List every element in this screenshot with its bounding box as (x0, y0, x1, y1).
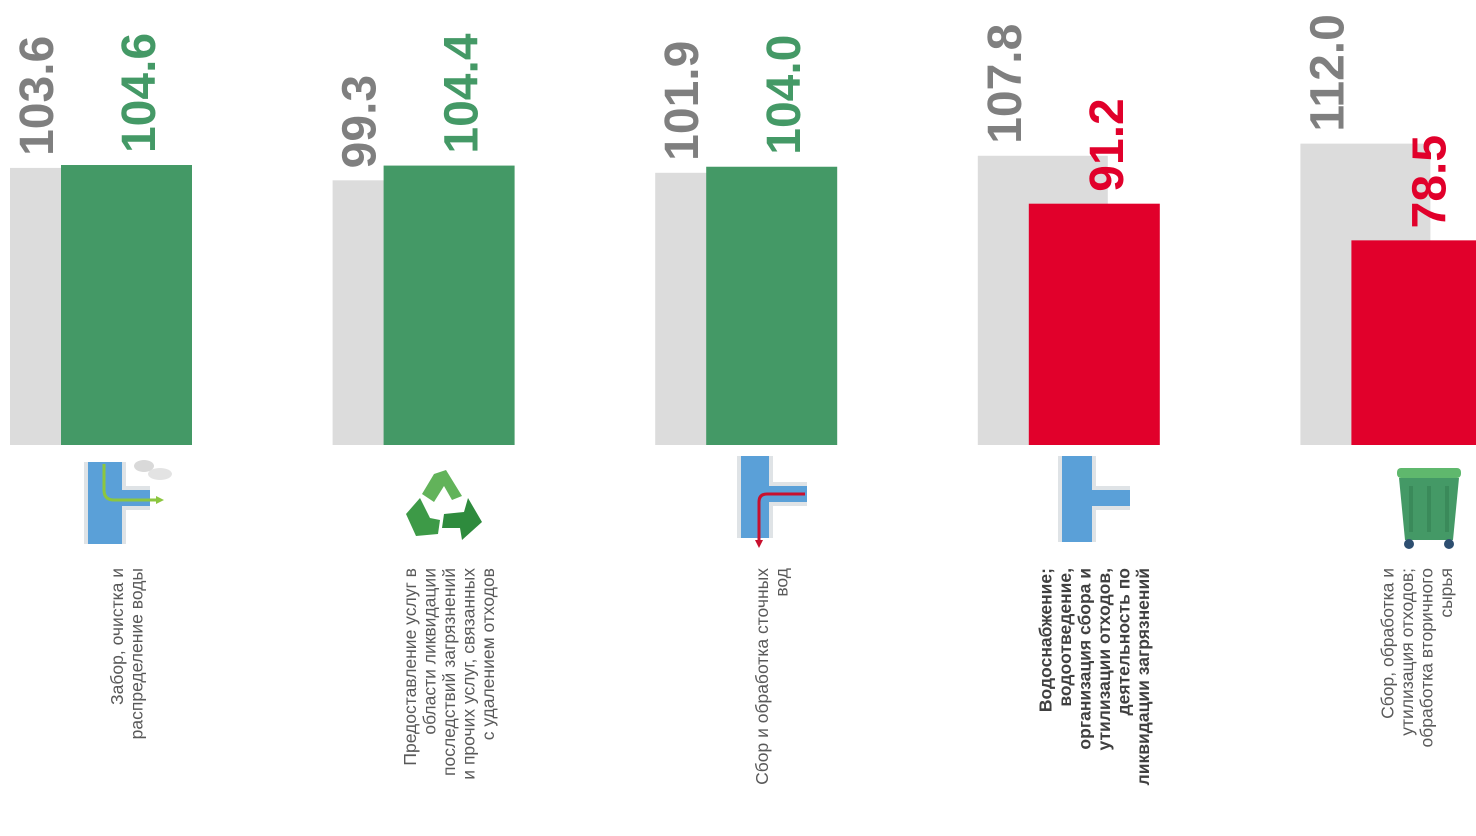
category-label-line: деятельность по (1114, 568, 1134, 715)
category-label-line: с удалением отходов (478, 568, 498, 740)
category-label-line: утилизации отходов, (1094, 568, 1114, 751)
value-label-current: 104.4 (436, 33, 489, 153)
category-label-line: Сбор и обработка сточных (752, 568, 772, 785)
category-label-line: утилизация отходов; (1397, 568, 1417, 736)
category-label-line: и прочих услуг, связанных (459, 568, 479, 780)
category-label-line: сырья (1436, 568, 1456, 618)
bar-current (61, 165, 192, 445)
category-label-line: Забор, очистка и (107, 568, 127, 705)
value-label-previous: 101.9 (656, 41, 709, 161)
category-label-line: организация сбора и (1075, 568, 1095, 750)
category-label-line: вод (771, 568, 791, 597)
category-label-line: водоотведение, (1055, 568, 1075, 707)
category-label-line: последствий загрязнений (439, 568, 459, 776)
value-label-previous: 103.6 (11, 36, 64, 156)
bar-current (383, 165, 515, 446)
bar-current (706, 166, 838, 445)
value-label-current: 78.5 (1403, 135, 1456, 228)
category-label-line: распределение воды (126, 568, 146, 739)
category-label-line: Водоснабжение; (1036, 568, 1056, 712)
value-label-previous: 107.8 (979, 24, 1032, 144)
category-label-line: Предоставление услуг в (400, 568, 420, 766)
category-label-line: области ликвидации (420, 568, 440, 735)
recycle-icon (406, 470, 482, 540)
water-supply-pipe-icon (1058, 456, 1130, 542)
category-label-line: ликвидации загрязнений (1133, 568, 1153, 785)
waste-container-icon (1397, 468, 1461, 549)
wastewater-pipe-icon (737, 456, 807, 548)
value-label-previous: 99.3 (334, 75, 387, 168)
value-label-current: 91.2 (1081, 98, 1134, 191)
category-label-line: обработка вторичного (1417, 568, 1437, 747)
bar-current (1351, 240, 1476, 445)
water-intake-pipe-icon (84, 460, 172, 544)
value-label-previous: 112.0 (1301, 14, 1354, 131)
value-label-current: 104.6 (113, 33, 166, 153)
category-label-line: Сбор, обработка и (1378, 568, 1398, 719)
bar-current (1028, 203, 1160, 445)
value-label-current: 104.0 (758, 35, 811, 155)
